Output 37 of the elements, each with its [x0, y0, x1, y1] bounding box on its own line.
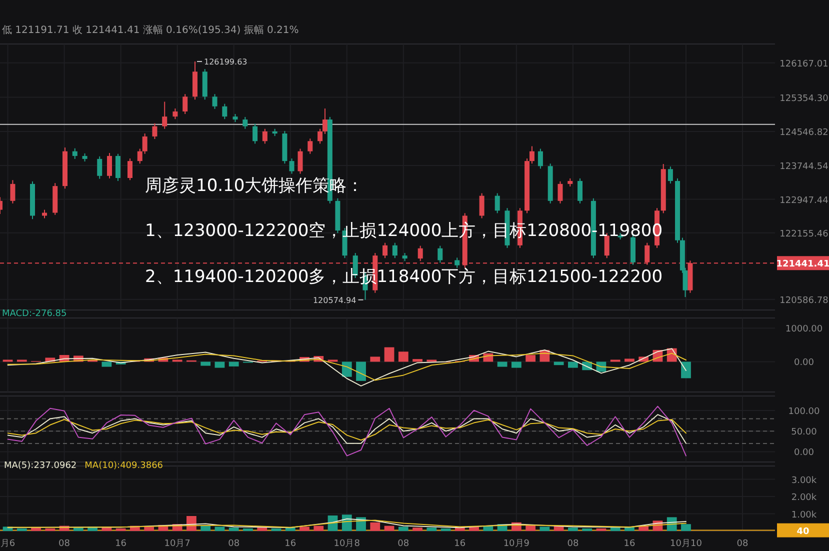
y-tick-label: 122155.46	[780, 229, 829, 240]
y-tick-label: 0.00	[794, 358, 814, 368]
y-tick-label: 0.00	[794, 448, 814, 458]
text: MA(5):237.0962	[4, 461, 77, 471]
x-tick-label: 16	[115, 539, 127, 549]
x-tick-label: 月6	[0, 539, 16, 549]
ref-line-label: 40	[796, 526, 810, 537]
y-tick-label: 124546.82	[780, 128, 828, 138]
y-tick-label: 122947.44	[780, 196, 829, 206]
text: MA(10):409.3866	[84, 461, 164, 471]
x-tick-label: 10月8	[334, 539, 360, 549]
x-tick-label: 08	[736, 539, 748, 549]
text: 低 121191.71 收 121441.41 涨幅 0.16%(195.34) 振幅 0.21%	[2, 24, 299, 36]
x-tick-label: 08	[228, 539, 240, 549]
x-tick-label: 10月10	[670, 539, 702, 549]
x-tick-label: 10月7	[164, 539, 190, 549]
y-tick-label: 123744.54	[780, 162, 829, 172]
annotation: 126199.63	[204, 57, 248, 66]
y-tick-label: 2.00k	[791, 493, 818, 504]
y-tick-label: 125354.30	[780, 94, 829, 104]
x-tick-label: 16	[624, 539, 636, 549]
annotation: 120574.94	[312, 296, 356, 305]
x-tick-label: 10月9	[503, 539, 530, 549]
chart-title: MACD:-276.85	[2, 309, 67, 319]
y-tick-label: 100.00	[788, 406, 820, 417]
x-tick-label: 08	[58, 539, 70, 549]
x-tick-label: 08	[398, 539, 410, 549]
y-tick-label: 126167.01	[780, 59, 828, 70]
y-tick-label: 1000.00	[785, 324, 823, 335]
y-tick-label: 50.00	[791, 428, 818, 438]
x-tick-label: 08	[567, 539, 579, 549]
y-tick-label: 3.00k	[791, 476, 818, 486]
y-tick-label: 1.00k	[791, 510, 818, 520]
y-tick-label: 120586.78	[780, 296, 829, 306]
x-tick-label: 16	[454, 539, 466, 549]
x-tick-label: 16	[284, 539, 296, 549]
ref-line-label: 121441.41	[776, 260, 829, 270]
